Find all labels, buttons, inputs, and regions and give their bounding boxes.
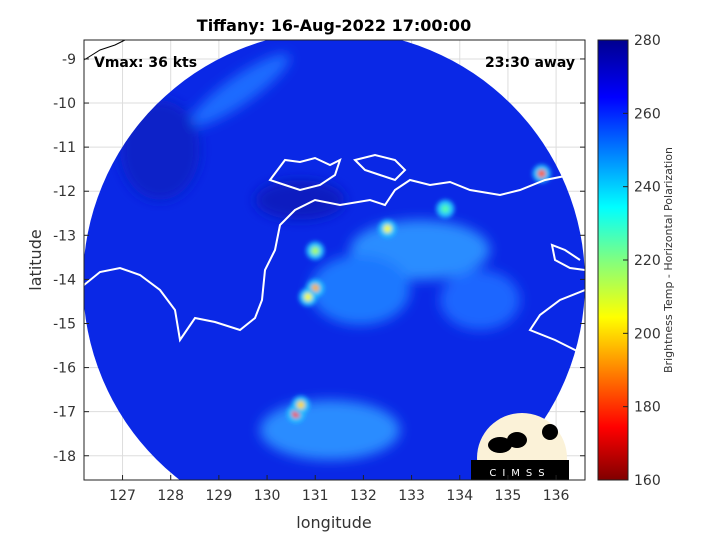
colorbar-tick-label: 200 <box>634 326 661 342</box>
y-tick-label: -10 <box>53 96 76 112</box>
x-tick-label: 132 <box>350 488 377 504</box>
x-tick-label: 128 <box>157 488 184 504</box>
y-tick-label: -15 <box>53 316 76 332</box>
x-tick-label: 130 <box>254 488 281 504</box>
swath-image <box>84 40 585 480</box>
y-tick-label: -12 <box>53 184 76 200</box>
colorbar-tick-label: 220 <box>634 253 661 269</box>
x-tick-label: 129 <box>206 488 233 504</box>
colorbar-tick-label: 260 <box>634 106 661 122</box>
colorbar-ticks: 160 180 200 220 240 260 280 <box>623 33 661 489</box>
cold-spot <box>383 224 392 233</box>
time-away-annotation: 23:30 away <box>485 55 575 71</box>
cimss-logo: CIMSS <box>471 413 569 480</box>
y-tick-label: -16 <box>53 361 76 377</box>
y-axis-label: latitude <box>26 229 45 290</box>
x-tick-label: 127 <box>109 488 136 504</box>
ticks: 127 128 129 130 131 132 133 134 135 136 -9 -10 -11 -1… <box>53 52 585 504</box>
coastline-outside <box>83 39 126 61</box>
svg-text:CIMSS: CIMSS <box>489 468 550 479</box>
vmax-annotation: Vmax: 36 kts <box>94 55 197 71</box>
x-tick-label: 134 <box>446 488 473 504</box>
colorbar-label: Brightness Temp - Horizontal Polarizatio… <box>662 147 675 373</box>
chart-title: Tiffany: 16-Aug-2022 17:00:00 <box>197 16 471 35</box>
x-axis-label: longitude <box>296 513 371 532</box>
y-tick-label: -17 <box>53 405 76 421</box>
x-tick-label: 133 <box>398 488 425 504</box>
y-tick-label: -14 <box>53 272 76 288</box>
x-tick-label: 136 <box>543 488 570 504</box>
colorbar-tick-label: 240 <box>634 180 661 196</box>
y-tick-label: -11 <box>53 140 76 156</box>
axes-box <box>83 39 586 481</box>
colorbar-tick-label: 180 <box>634 400 661 416</box>
colorbar-tick-label: 280 <box>634 33 661 49</box>
y-tick-label: -9 <box>62 52 76 68</box>
coastline <box>84 153 585 356</box>
cold-spot <box>296 401 305 410</box>
colorbar-tick-label: 160 <box>634 473 661 489</box>
y-tick-label: -18 <box>53 449 76 465</box>
cold-spot <box>441 204 450 213</box>
cold-spot <box>311 246 320 255</box>
x-tick-label: 131 <box>302 488 329 504</box>
cold-spot <box>304 293 313 302</box>
x-tick-label: 135 <box>495 488 522 504</box>
y-tick-label: -13 <box>53 228 76 244</box>
cold-spot <box>537 169 546 178</box>
